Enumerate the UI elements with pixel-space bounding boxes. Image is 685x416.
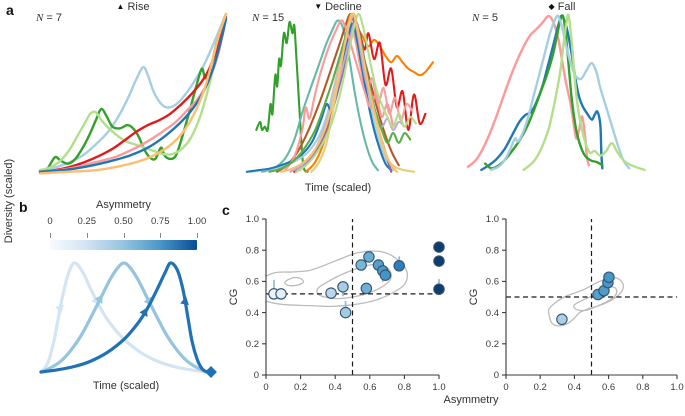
- svg-text:0.4: 0.4: [486, 308, 499, 319]
- svg-text:0.6: 0.6: [602, 382, 615, 393]
- decline-line-chart: [245, 12, 435, 173]
- colorbar-tick-label: 0.75: [151, 216, 170, 227]
- cg-left-scatter: 00 0.2 0.2 0.4 0.4 0.6 0.6 0.8 0.8 1.0 1.0 CG: [228, 214, 446, 393]
- svg-text:1.0: 1.0: [246, 214, 259, 225]
- svg-text:0.4: 0.4: [246, 308, 259, 319]
- svg-text:0.8: 0.8: [398, 382, 411, 393]
- colorbar-title: Asymmetry: [96, 199, 151, 211]
- fall-diamond-icon: ◆: [548, 2, 555, 11]
- decline-n-label: N = 15: [252, 12, 285, 24]
- fall-title-text: Fall: [557, 1, 576, 13]
- colorbar-gradient: [50, 240, 197, 250]
- svg-text:0.6: 0.6: [246, 277, 259, 288]
- colorbar-tick-mark: [86, 233, 88, 238]
- colorbar-tick-label: 0.25: [77, 216, 97, 227]
- svg-text:0.2: 0.2: [534, 382, 547, 393]
- colorbar-tick-mark: [197, 233, 198, 238]
- rise-title-text: Rise: [127, 1, 150, 13]
- svg-text:0: 0: [263, 382, 268, 393]
- asymmetry-axis-label: Asymmetry: [443, 394, 499, 406]
- svg-text:1.0: 1.0: [670, 382, 683, 393]
- svg-text:0.4: 0.4: [329, 382, 342, 393]
- decline-triangle-down-icon: ▼: [314, 2, 323, 11]
- colorbar-tick-mark: [160, 233, 162, 238]
- rise-triangle-up-icon: ▲: [116, 2, 125, 11]
- svg-text:0.8: 0.8: [636, 382, 649, 393]
- schematic-line-chart: [39, 261, 217, 378]
- colorbar-ticklabels: 0 0.25 0.50 0.75 1.00: [47, 216, 206, 228]
- svg-text:CG: CG: [468, 289, 480, 306]
- svg-text:CG: CG: [228, 289, 240, 306]
- time-axis-label-b: Time (scaled): [92, 380, 160, 392]
- cg-right-scatter: 00 0.2 0.2 0.4 0.4 0.6 0.6 0.8 0.8 1.0 1.0 CG: [468, 214, 684, 393]
- svg-text:0.4: 0.4: [568, 382, 581, 393]
- colorbar-tick-label: 0.50: [114, 216, 133, 227]
- decline-title: ▼ Decline: [240, 1, 436, 13]
- svg-text:0.8: 0.8: [246, 245, 259, 256]
- panel-b-letter: b: [19, 199, 28, 215]
- panel-c-letter: c: [222, 202, 230, 218]
- svg-text:0: 0: [254, 370, 259, 381]
- svg-text:0.2: 0.2: [294, 382, 307, 393]
- decline-title-text: Decline: [325, 1, 362, 13]
- svg-text:0.8: 0.8: [486, 245, 499, 256]
- diversity-axis-label: Diversity (scaled): [3, 158, 15, 244]
- fall-title: ◆ Fall: [462, 1, 662, 13]
- svg-text:0.6: 0.6: [363, 382, 376, 393]
- colorbar-tick-label: 0: [47, 216, 53, 227]
- svg-text:1.0: 1.0: [486, 214, 499, 225]
- fall-n-label: N = 5: [472, 12, 498, 24]
- colorbar-tick-label: 1.00: [187, 216, 207, 227]
- colorbar-tick-mark: [123, 233, 125, 238]
- panel-a-letter: a: [6, 2, 14, 18]
- svg-text:0.2: 0.2: [486, 339, 499, 350]
- svg-text:0.6: 0.6: [486, 277, 499, 288]
- fall-line-chart: [466, 13, 646, 172]
- svg-text:0: 0: [494, 370, 499, 381]
- svg-text:0: 0: [503, 382, 508, 393]
- svg-text:0.2: 0.2: [246, 339, 259, 350]
- colorbar-tick-mark: [50, 233, 51, 238]
- time-axis-label-a: Time (scaled): [304, 182, 372, 194]
- rise-line-chart: [38, 12, 228, 175]
- colorbar-tickmarks: [50, 233, 198, 239]
- rise-n-label: N = 7: [36, 12, 62, 24]
- rise-title: ▲ Rise: [38, 1, 228, 13]
- svg-text:1.0: 1.0: [432, 382, 445, 393]
